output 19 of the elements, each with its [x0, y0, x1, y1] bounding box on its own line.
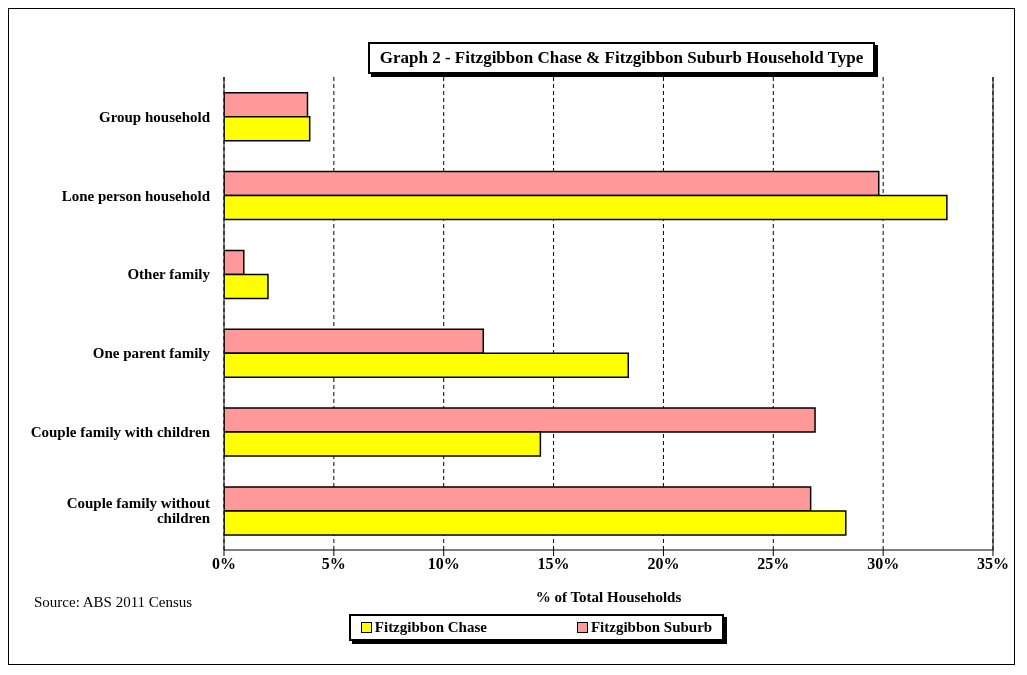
- y-tick-label: One parent family: [92, 345, 211, 362]
- legend-label: Fitzgibbon Suburb: [589, 619, 713, 636]
- x-tick-label: 25%: [757, 555, 790, 573]
- source-note: Source: ABS 2011 Census: [34, 594, 193, 611]
- x-axis-title: % of Total Households: [535, 589, 682, 605]
- y-tick-label: Lone person household: [61, 187, 211, 204]
- y-tick-label: Other family: [127, 266, 211, 283]
- x-tick-label: 5%: [321, 555, 346, 573]
- x-tick-label: 20%: [647, 555, 680, 573]
- x-tick-label: 35%: [977, 555, 1009, 573]
- x-tick-label: 30%: [867, 555, 900, 573]
- x-tick-label: 0%: [212, 555, 236, 573]
- y-tick-label: Group household: [98, 108, 211, 125]
- x-tick-label: 15%: [537, 555, 570, 573]
- legend-label: Fitzgibbon Chase: [373, 619, 487, 636]
- y-tick-label: Couple family with children: [30, 424, 211, 441]
- x-tick-label: 10%: [427, 555, 460, 573]
- chart-title: Graph 2 - Fitzgibbon Chase & Fitzgibbon Suburb Household Type: [367, 42, 876, 74]
- y-tick-label: Couple family without children: [66, 495, 211, 527]
